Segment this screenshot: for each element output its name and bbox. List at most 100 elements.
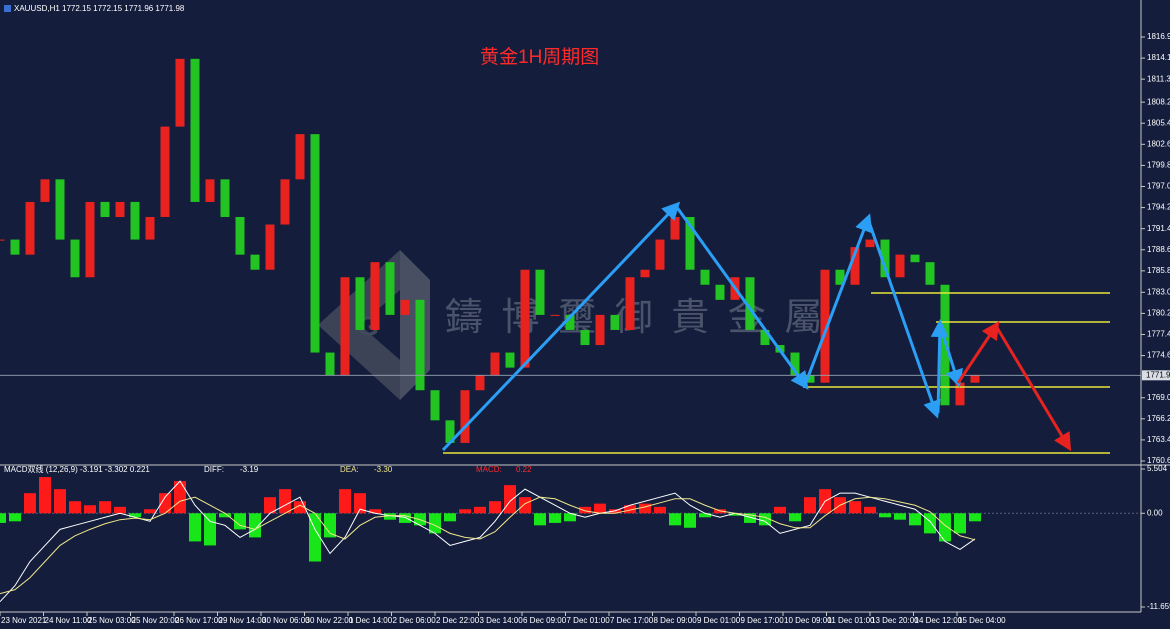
y-tick-label: 1799.85 (1147, 161, 1170, 170)
candle (685, 216, 695, 270)
candle (550, 314, 560, 316)
macd-bar (189, 513, 201, 542)
candle (25, 201, 35, 255)
candle (355, 277, 365, 330)
x-tick-label: 25 Nov 20:00 (132, 616, 180, 625)
wave-arrow (441, 201, 681, 452)
x-tick-label: 1 Dec 14:00 (349, 616, 393, 625)
macd-bar (639, 503, 651, 514)
forecast-arrow (994, 325, 1072, 452)
readout-value: -3.19 (240, 465, 259, 474)
candle (70, 239, 80, 278)
readout-value: -3.30 (374, 465, 393, 474)
macd-bar (684, 513, 696, 528)
macd-bar (759, 513, 771, 526)
macd-bar (24, 493, 36, 514)
candle (385, 262, 395, 315)
macd-bar (279, 489, 291, 514)
readout-label: DEA: (340, 465, 359, 474)
macd-bar (474, 506, 486, 514)
candle (715, 284, 725, 300)
macd-bar (624, 505, 636, 514)
macd-bar (864, 506, 876, 514)
candle (220, 179, 230, 217)
macd-bar (219, 513, 231, 518)
macd-bar (354, 493, 366, 514)
candle (700, 269, 710, 285)
x-tick-label: 6 Dec 09:00 (523, 616, 567, 625)
x-tick-label: 29 Nov 14:00 (219, 616, 267, 625)
macd-bar (114, 506, 126, 514)
forecast-arrow (956, 321, 1000, 384)
macd-bar (669, 513, 681, 526)
x-tick-label: 24 Nov 11:00 (45, 616, 93, 625)
x-tick-label: 26 Nov 17:00 (175, 616, 223, 625)
candle (295, 134, 305, 180)
y-tick-label: 1802.65 (1147, 139, 1170, 148)
y-tick-label: 1777.40 (1147, 330, 1170, 339)
y-tick-label: 1766.20 (1147, 414, 1170, 423)
candle (880, 239, 890, 278)
macd-bar (699, 513, 711, 518)
candle (580, 329, 590, 346)
x-tick-label: 9 Dec 01:00 (697, 616, 741, 625)
candle (55, 179, 65, 240)
macd-bar (849, 501, 861, 514)
x-tick-label: 9 Dec 17:00 (741, 616, 785, 625)
candle (565, 314, 575, 330)
y-tick-label: 1769.00 (1147, 393, 1170, 402)
candle (0, 239, 5, 241)
x-tick-label: 30 Nov 22:00 (306, 616, 354, 625)
candle (415, 299, 425, 391)
macd-bar (969, 513, 981, 522)
x-tick-label: 8 Dec 09:00 (654, 616, 698, 625)
macd-bar (324, 513, 336, 538)
y-tick-label: 1794.25 (1147, 203, 1170, 212)
candle (820, 269, 830, 383)
candle (370, 262, 380, 330)
macd-bar (99, 501, 111, 514)
macd-bar (729, 513, 741, 516)
candle (190, 58, 200, 202)
readout-label: DIFF: (204, 465, 224, 474)
candle (505, 352, 515, 368)
candle (130, 201, 140, 240)
y-tick-label: -11.659 (1147, 602, 1170, 611)
y-tick-label: 0.00 (1147, 508, 1163, 517)
candle (760, 329, 770, 346)
macd-bar (159, 493, 171, 514)
y-tick-label: 1811.30 (1147, 74, 1170, 83)
macd-bar (519, 497, 531, 514)
macd-bar (9, 513, 21, 522)
candle (520, 269, 530, 368)
y-tick-label: 1780.20 (1147, 309, 1170, 318)
candle (310, 134, 320, 353)
chart-title: 黄金1H周期图 (480, 46, 599, 68)
x-tick-label: 2 Dec 22:00 (436, 616, 480, 625)
wave-arrow (803, 213, 873, 386)
macd-bar (0, 513, 6, 523)
wave-arrow (674, 205, 809, 390)
x-tick-label: 25 Nov 03:00 (88, 616, 136, 625)
candle (850, 247, 860, 285)
macd-bar (69, 501, 81, 514)
diff-line (0, 480, 976, 603)
candle (85, 201, 95, 278)
macd-bar (429, 513, 441, 534)
macd-bar (174, 481, 186, 514)
wave-arrow (930, 319, 949, 414)
y-tick-label: 1791.45 (1147, 224, 1170, 233)
candle (535, 269, 545, 315)
candle (655, 239, 665, 270)
candle (115, 201, 125, 217)
candle (10, 239, 20, 255)
macd-bar (879, 513, 891, 518)
macd-bar (459, 509, 471, 514)
symbol-icon (4, 5, 11, 12)
macd-bar (924, 513, 936, 534)
candle (400, 299, 410, 315)
x-tick-label: 14 Dec 12:00 (915, 616, 963, 625)
candle (340, 277, 350, 376)
